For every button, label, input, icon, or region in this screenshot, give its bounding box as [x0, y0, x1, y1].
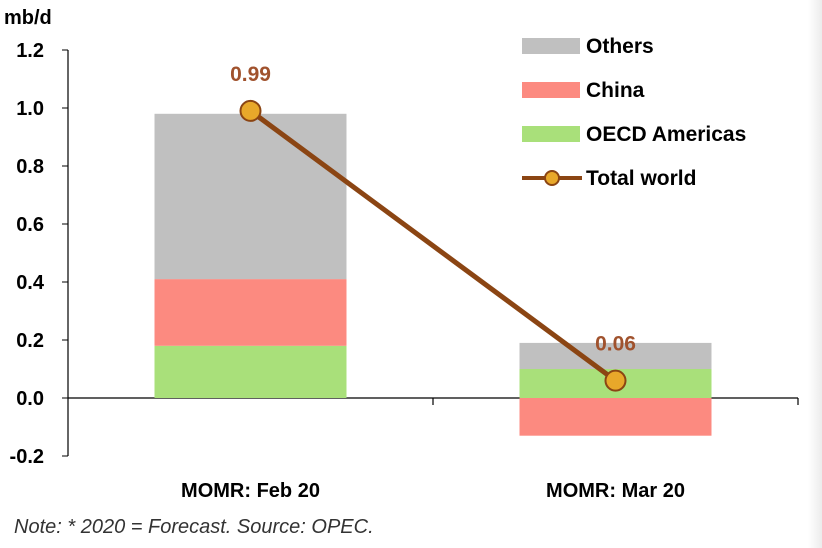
total-world-marker: [604, 369, 627, 392]
y-tick-label: 0.2: [16, 330, 44, 352]
legend-swatch: [522, 38, 580, 54]
total-world-marker: [239, 99, 262, 122]
stacked-bars: [154, 113, 712, 436]
legend-label: China: [586, 79, 645, 102]
data-label: 0.99: [230, 63, 271, 86]
y-tick-labels: -0.2 0.0 0.2 0.4 0.6 0.8 1.0 1.2: [10, 40, 45, 468]
category-label: MOMR: Mar 20: [546, 480, 685, 502]
page-edge-shadow: [808, 0, 822, 548]
y-tick-label: -0.2: [10, 446, 44, 468]
legend-label: Others: [586, 35, 654, 58]
data-label: 0.06: [595, 333, 636, 356]
y-tick-label: 1.0: [16, 98, 44, 120]
data-labels: 0.99 0.06: [230, 63, 636, 356]
bar-segment: [154, 345, 347, 398]
y-tick-label: 1.2: [16, 40, 44, 62]
y-unit-label: mb/d: [4, 7, 52, 29]
legend-swatch: [522, 82, 580, 98]
total-world-line: [239, 99, 627, 392]
legend-label: Total world: [586, 167, 696, 190]
legend-swatch: [522, 126, 580, 142]
legend-marker: [544, 170, 560, 186]
bar-segment: [519, 342, 712, 369]
bar-segment: [154, 113, 347, 280]
category-label: MOMR: Feb 20: [181, 480, 320, 502]
y-tick-label: 0.6: [16, 214, 44, 236]
y-tick-label: 0.4: [16, 272, 45, 294]
y-tick-label: 0.8: [16, 156, 44, 178]
total-world-series-line: [249, 108, 617, 383]
category-labels: MOMR: Feb 20 MOMR: Mar 20: [181, 480, 685, 502]
legend-label: OECD Americas: [586, 123, 746, 146]
bar-segment: [519, 398, 712, 436]
legend: Others China OECD Americas Total world: [522, 35, 746, 190]
bar-segment: [154, 279, 347, 346]
source-note: Note: * 2020 = Forecast. Source: OPEC.: [14, 516, 374, 538]
y-tick-label: 0.0: [16, 388, 44, 410]
